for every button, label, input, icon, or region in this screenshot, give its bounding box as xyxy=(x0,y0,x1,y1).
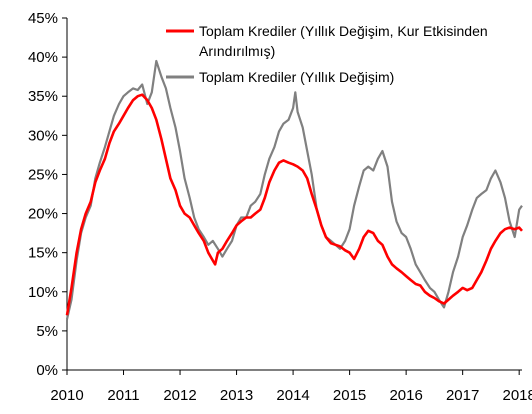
x-tick-label: 2017 xyxy=(446,387,479,404)
x-tick-label: 2016 xyxy=(389,387,422,404)
y-tick-label: 25% xyxy=(28,166,58,183)
y-tick-label: 35% xyxy=(28,88,58,105)
legend: Toplam Krediler (Yıllık Değişim, Kur Etk… xyxy=(166,23,488,85)
y-tick-label: 0% xyxy=(36,362,58,379)
x-tick-label: 2015 xyxy=(333,387,366,404)
series-layer xyxy=(65,59,523,320)
x-tick-label: 2010 xyxy=(50,387,83,404)
y-tick-label: 10% xyxy=(28,284,58,301)
y-tick-label: 15% xyxy=(28,245,58,262)
series-line-total xyxy=(65,59,523,320)
legend-label-total: Toplam Krediler (Yıllık Değişim) xyxy=(199,69,394,85)
legend-label-adjusted: Arındırılmış) xyxy=(199,43,275,59)
y-tick-label: 30% xyxy=(28,127,58,144)
y-tick-label: 45% xyxy=(28,10,58,27)
x-tick-label: 2013 xyxy=(220,387,253,404)
x-tick-label: 2014 xyxy=(276,387,309,404)
x-axis: 2010 2011 2012 2013 2014 2015 2016 2017 2018 xyxy=(50,369,532,404)
y-axis: 0% 5% 10% 15% 20% 25% 30% 35% 40% 45% xyxy=(28,10,68,379)
x-tick-label: 2012 xyxy=(163,387,196,404)
y-tick-label: 40% xyxy=(28,49,58,66)
legend-label-adjusted: Toplam Krediler (Yıllık Değişim, Kur Etk… xyxy=(199,23,488,39)
series-line-adjusted xyxy=(65,93,523,316)
y-tick-label: 5% xyxy=(36,323,58,340)
x-tick-label: 2018 xyxy=(502,387,532,404)
x-tick-label: 2011 xyxy=(107,387,139,404)
y-tick-label: 20% xyxy=(28,206,58,223)
